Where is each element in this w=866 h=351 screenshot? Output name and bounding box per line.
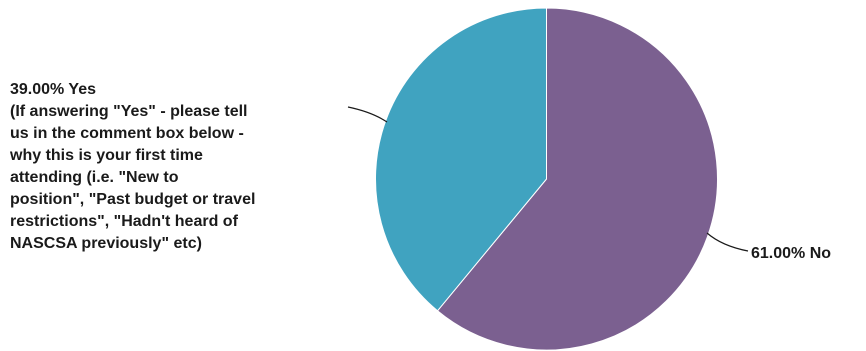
leader-line-no: [706, 232, 749, 252]
slice-label-line: position", "Past budget or travel: [10, 191, 255, 208]
slice-label-line: NASCSA previously" etc): [10, 235, 202, 252]
slice-label-line: 39.00% Yes: [10, 81, 96, 98]
slice-label-line: attending (i.e. "New to: [10, 169, 179, 186]
pie-slices: [374, 7, 718, 351]
slice-label-line: why this is your first time: [9, 147, 203, 164]
slice-label-line: (If answering "Yes" - please tell: [10, 103, 247, 120]
leader-lines: [347, 106, 749, 252]
slice-label-line: us in the comment box below -: [10, 125, 244, 142]
leader-line-yes: [347, 106, 388, 123]
slice-label-line: 61.00% No: [751, 245, 831, 262]
pie-slice-no: [436, 7, 718, 351]
slice-label-yes: 39.00% Yes (If answering "Yes" - please t…: [9, 81, 255, 252]
slice-label-no: 61.00% No: [751, 245, 831, 262]
slice-label-line: restrictions", "Hadn't heard of: [10, 213, 239, 230]
slice-labels: 61.00% No 39.00% Yes (If answering "Yes" -…: [9, 81, 831, 262]
